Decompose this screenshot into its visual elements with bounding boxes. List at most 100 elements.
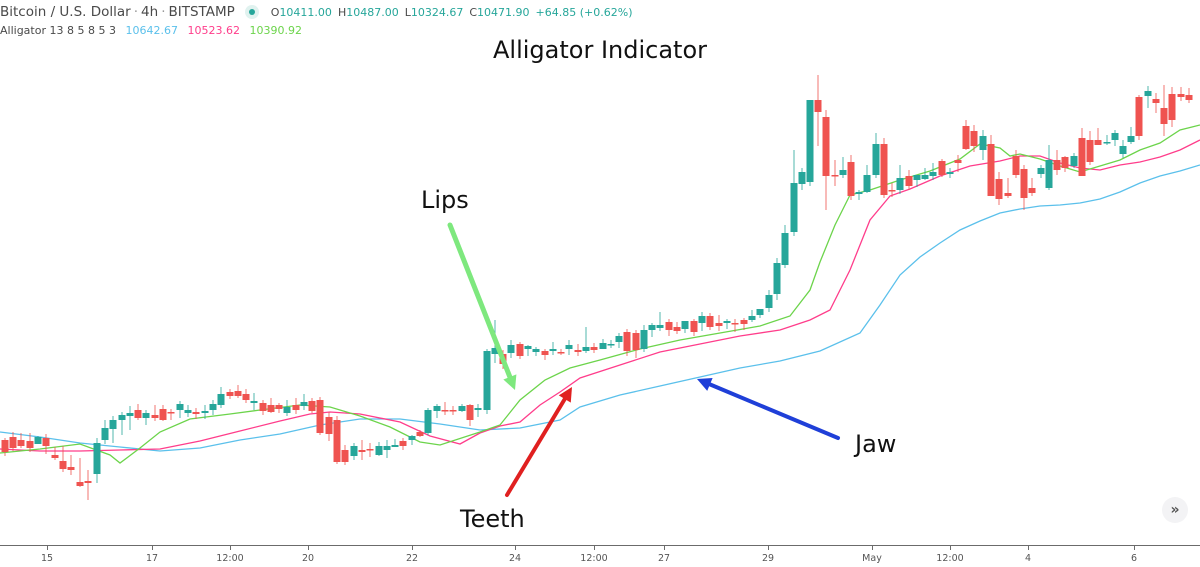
candle-up — [872, 144, 880, 175]
candle-down — [76, 482, 84, 486]
candle-down — [987, 144, 995, 196]
axis-tick-label: 24 — [508, 553, 522, 564]
axis-tick-label: 17 — [145, 553, 159, 564]
candle-up — [1103, 142, 1111, 144]
candle-up — [748, 316, 756, 320]
axis-tick — [47, 546, 48, 550]
candle-down — [42, 438, 50, 446]
candle-down — [1020, 169, 1028, 198]
candle-up — [118, 415, 126, 420]
candle-up — [648, 325, 656, 330]
candle-up — [656, 325, 664, 328]
time-axis[interactable]: 15 17 12:00 20 22 24 12:00 27 29 May 12:00 4 6 — [0, 545, 1200, 567]
symbol-name[interactable]: Bitcoin / U.S. Dollar — [0, 4, 131, 20]
ohlc-change: +64.85 (+0.62%) — [535, 5, 633, 19]
jaw-value: 10642.67 — [125, 24, 178, 37]
axis-tick — [872, 546, 873, 550]
candle-down — [9, 437, 17, 448]
ohlc-open: O10411.00 — [270, 5, 332, 19]
candle-down — [292, 405, 300, 410]
candle-up — [350, 446, 358, 456]
candle-down — [938, 161, 946, 175]
chart-title: Alligator Indicator — [492, 36, 707, 64]
ohlc-low: L10324.67 — [404, 5, 464, 19]
candle-down — [1185, 95, 1193, 100]
candle-up — [582, 347, 590, 351]
candle-up — [524, 346, 532, 349]
candle-down — [466, 405, 474, 420]
candle-up — [790, 183, 798, 232]
candle-down — [831, 175, 839, 177]
lips-arrow-head — [503, 374, 517, 390]
axis-tick-label: 6 — [1130, 553, 1138, 564]
candle-down — [316, 400, 324, 433]
candle-up — [723, 321, 731, 323]
candle-up — [599, 343, 607, 349]
candle-down — [416, 432, 424, 436]
candle-up — [209, 404, 217, 410]
candle-up — [765, 295, 773, 308]
axis-tick-label: 20 — [301, 553, 315, 564]
axis-tick — [768, 546, 769, 550]
candle-down — [888, 190, 896, 192]
candle-down — [1053, 160, 1061, 170]
candle-up — [483, 351, 491, 410]
candle-up — [1144, 91, 1152, 96]
candle-up — [798, 172, 806, 184]
candle-up — [283, 407, 291, 413]
candle-down — [673, 327, 681, 331]
price-chart[interactable] — [0, 0, 1200, 545]
candle-up — [532, 349, 540, 352]
candle-up — [896, 178, 904, 190]
candle-down — [1078, 138, 1086, 176]
candle-down — [1152, 99, 1160, 103]
axis-tick — [664, 546, 665, 550]
candle-up — [217, 394, 225, 405]
lips-line — [0, 124, 1200, 464]
candle-down — [1177, 94, 1185, 97]
candle-up — [1037, 168, 1045, 174]
candle-down — [995, 179, 1003, 199]
candle-up — [1127, 136, 1135, 142]
candle-down — [1168, 94, 1176, 120]
candle-up — [549, 349, 557, 351]
candle-up — [383, 446, 391, 450]
candle-down — [1094, 140, 1102, 145]
candle-up — [773, 263, 781, 294]
candle-down — [557, 352, 565, 354]
candle-down — [590, 347, 598, 350]
ohlc-close: C10471.90 — [469, 5, 530, 19]
candle-down — [358, 450, 366, 452]
axis-tick — [1134, 546, 1135, 550]
candle-down — [134, 410, 142, 418]
axis-tick-label: 12:00 — [936, 553, 964, 564]
candle-down — [574, 350, 582, 352]
candle-down — [690, 321, 698, 332]
candle-up — [93, 443, 101, 474]
interval[interactable]: 4h — [141, 4, 159, 20]
candle-down — [623, 332, 631, 351]
axis-tick-label: 12:00 — [580, 553, 608, 564]
candle-up — [424, 410, 432, 433]
axis-tick — [594, 546, 595, 550]
candle-down — [962, 126, 970, 149]
candle-down — [441, 410, 449, 412]
candle-up — [806, 100, 814, 182]
candle-up — [126, 413, 134, 416]
candle-down — [341, 450, 349, 462]
lips-value: 10390.92 — [249, 24, 302, 37]
candle-down — [814, 100, 822, 112]
candle-up — [1070, 156, 1078, 166]
scroll-to-realtime-button[interactable]: » — [1162, 497, 1188, 523]
candle-down — [151, 415, 159, 418]
candle-down — [399, 441, 407, 446]
candle-up — [1045, 160, 1053, 188]
indicator-name[interactable]: Alligator 13 8 5 8 5 3 — [0, 24, 116, 37]
candle-up — [250, 401, 258, 403]
candle-down — [325, 417, 333, 434]
candle-down — [632, 333, 640, 350]
candle-down — [259, 403, 267, 411]
axis-tick — [1028, 546, 1029, 550]
separator: · — [161, 4, 166, 20]
candle-up — [474, 408, 482, 410]
